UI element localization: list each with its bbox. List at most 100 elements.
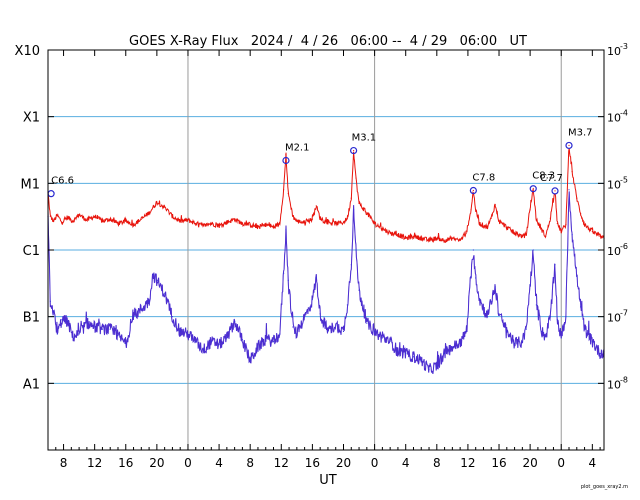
- series-point: [513, 232, 516, 234]
- flare-annotations: C6.6 M2.1 M3.1 C7.8 C8.3C7.7 M3.7: [47, 127, 593, 198]
- series-point: [436, 365, 438, 367]
- right-tick-base: 10: [607, 245, 621, 258]
- series-point: [374, 222, 376, 225]
- series-point: [412, 235, 415, 237]
- series-point: [140, 218, 142, 220]
- x-tick-label: 12: [274, 456, 289, 470]
- right-tick-base: 10: [607, 378, 621, 391]
- series-point: [545, 336, 547, 338]
- right-axis-ticks: 10-810-710-610-510-410-3: [598, 42, 628, 391]
- series-point: [241, 222, 244, 225]
- series-point: [257, 226, 259, 228]
- series-point: [486, 226, 488, 228]
- series-point: [311, 218, 313, 220]
- series-point: [283, 272, 285, 274]
- series-point: [366, 322, 368, 324]
- series-point: [304, 221, 306, 223]
- series-point: [428, 239, 430, 241]
- series-point: [152, 273, 154, 276]
- series-point: [443, 239, 446, 241]
- series-point: [218, 344, 220, 346]
- series-point: [249, 359, 251, 362]
- x-tick-label: 20: [522, 456, 537, 470]
- long-channel-line: [47, 147, 605, 244]
- day-boundary-lines: [187, 50, 562, 450]
- series-point: [355, 177, 357, 179]
- series-point: [315, 205, 317, 207]
- series-point: [549, 316, 551, 318]
- x-tick-label: 0: [184, 456, 192, 470]
- series-point: [78, 333, 80, 335]
- series-point: [117, 222, 119, 225]
- series-point: [156, 279, 158, 281]
- flare-class-label: C7.7: [540, 173, 563, 184]
- series-point: [78, 213, 80, 216]
- series-point: [272, 341, 275, 343]
- flare-peak-marker: [469, 186, 477, 195]
- series-point: [171, 215, 174, 217]
- right-tick-base: 10: [607, 45, 621, 58]
- x-tick-label: 16: [491, 456, 506, 470]
- series-point: [287, 193, 289, 195]
- series-point: [583, 328, 586, 330]
- series-point: [234, 218, 236, 220]
- series-point: [465, 330, 467, 333]
- series-point: [342, 221, 345, 223]
- series-point: [436, 237, 438, 239]
- series-point: [560, 230, 562, 233]
- series-point: [86, 219, 88, 221]
- series-point: [535, 219, 537, 221]
- series-point: [498, 313, 500, 315]
- flux-grid-lines: [48, 116, 604, 384]
- series-point: [475, 277, 477, 279]
- x-tick-label: 4: [402, 456, 410, 470]
- flare-class-label: M3.7: [568, 127, 593, 138]
- series-point: [125, 342, 127, 344]
- series-point: [287, 279, 289, 281]
- series-point: [568, 189, 570, 191]
- series-point: [591, 341, 593, 343]
- series-point: [148, 212, 150, 214]
- series-point: [576, 275, 578, 278]
- series-point: [164, 293, 166, 295]
- series-point: [494, 203, 496, 206]
- series-point: [397, 234, 399, 236]
- series-point: [470, 209, 472, 211]
- x-tick-label: 4: [215, 456, 223, 470]
- series-point: [319, 313, 321, 315]
- series-point: [94, 326, 96, 328]
- series-point: [257, 346, 259, 348]
- series-point: [56, 214, 58, 217]
- series-point: [171, 316, 174, 318]
- series-point: [117, 334, 119, 337]
- right-tick-base: 10: [607, 178, 621, 191]
- right-tick-exponent: -6: [620, 242, 628, 251]
- series-point: [465, 232, 467, 234]
- series-point: [568, 144, 570, 147]
- series-point: [591, 230, 593, 233]
- series-point: [327, 330, 329, 333]
- series-point: [226, 337, 228, 339]
- series-point: [109, 218, 111, 220]
- series-point: [279, 333, 281, 335]
- series-point: [66, 216, 69, 218]
- x-tick-label: 8: [433, 456, 441, 470]
- series-point: [358, 289, 360, 291]
- series-point: [420, 237, 422, 239]
- series-point: [140, 308, 142, 310]
- series-point: [554, 264, 556, 266]
- chart-title: GOES X-Ray Flux 2024 / 4 / 26 06:00 -- 4…: [129, 34, 527, 49]
- series-point: [459, 239, 461, 241]
- series-point: [187, 333, 189, 335]
- series-point: [494, 286, 496, 288]
- series-point: [249, 224, 251, 226]
- right-tick-exponent: -8: [620, 375, 628, 384]
- x-tick-label: 0: [371, 456, 379, 470]
- right-tick-base: 10: [607, 112, 621, 125]
- x-tick-label: 12: [87, 456, 102, 470]
- series-point: [61, 221, 63, 223]
- series-point: [513, 342, 516, 344]
- flare-peak-marker: [551, 187, 559, 195]
- series-point: [226, 221, 228, 223]
